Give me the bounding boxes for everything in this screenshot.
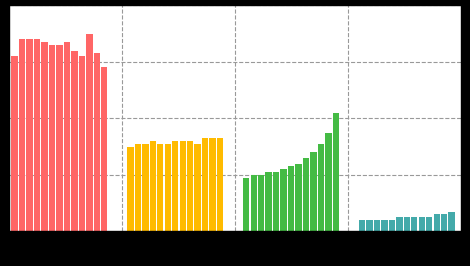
Bar xyxy=(217,138,223,231)
Bar xyxy=(172,141,179,231)
Bar xyxy=(49,45,55,231)
Bar xyxy=(266,172,272,231)
Bar xyxy=(135,144,141,231)
Bar xyxy=(333,113,339,231)
Bar xyxy=(64,42,70,231)
Bar xyxy=(419,217,425,231)
Bar xyxy=(426,217,432,231)
Bar xyxy=(441,214,447,231)
Bar xyxy=(101,68,108,231)
Bar xyxy=(180,141,186,231)
Bar xyxy=(11,56,18,231)
Bar xyxy=(26,39,33,231)
Bar xyxy=(411,217,417,231)
Bar xyxy=(366,220,373,231)
Bar xyxy=(142,144,149,231)
Bar xyxy=(149,141,156,231)
Bar xyxy=(448,212,455,231)
Bar xyxy=(381,220,388,231)
Bar xyxy=(396,217,402,231)
Bar xyxy=(251,175,257,231)
Bar xyxy=(78,56,85,231)
Bar xyxy=(433,214,440,231)
Bar xyxy=(310,152,317,231)
Bar xyxy=(404,217,410,231)
Bar xyxy=(157,144,164,231)
Bar xyxy=(187,141,193,231)
Bar xyxy=(243,178,250,231)
Bar xyxy=(359,220,365,231)
Bar xyxy=(210,138,216,231)
Bar xyxy=(318,144,324,231)
Bar xyxy=(281,169,287,231)
Bar xyxy=(389,220,395,231)
Bar xyxy=(374,220,380,231)
Bar xyxy=(295,164,302,231)
Bar xyxy=(258,175,264,231)
Bar xyxy=(202,138,208,231)
Bar xyxy=(273,172,279,231)
Bar xyxy=(164,144,171,231)
Bar xyxy=(94,53,100,231)
Bar xyxy=(71,51,78,231)
Bar xyxy=(195,144,201,231)
Bar xyxy=(325,132,331,231)
Bar xyxy=(303,158,309,231)
Bar xyxy=(86,34,93,231)
Bar xyxy=(288,167,294,231)
Bar xyxy=(41,42,47,231)
Bar xyxy=(34,39,40,231)
Bar xyxy=(19,39,25,231)
Bar xyxy=(56,45,63,231)
Bar xyxy=(127,147,133,231)
